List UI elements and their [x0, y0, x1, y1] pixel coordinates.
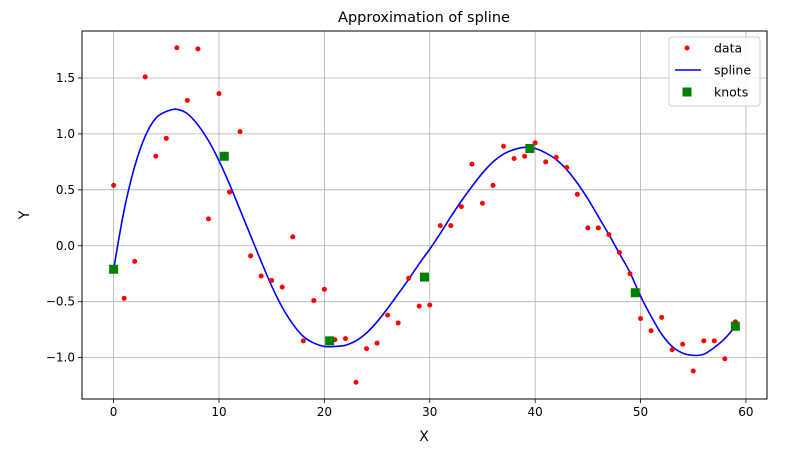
x-tick-label: 40 [528, 405, 543, 419]
data-point [416, 303, 422, 309]
y-tick-label: 1.5 [56, 71, 75, 85]
y-tick-label: 0.5 [56, 183, 75, 197]
grid [82, 31, 767, 399]
legend-knots-swatch [682, 87, 692, 97]
data-point [606, 232, 612, 238]
data-point [385, 312, 391, 318]
data-point [522, 153, 528, 159]
data-point [237, 129, 243, 135]
data-point [279, 284, 285, 290]
data-point [216, 91, 222, 97]
data-point [585, 225, 591, 231]
data-point [490, 182, 496, 188]
data-point [680, 341, 686, 347]
data-point [163, 135, 169, 141]
data-point [132, 258, 138, 264]
data-point [300, 338, 306, 344]
data-point [553, 154, 559, 160]
data-point [458, 204, 464, 210]
data-point [342, 336, 348, 342]
data-point [227, 189, 233, 195]
data-point [205, 216, 211, 222]
data-point [258, 273, 264, 279]
data-point [616, 249, 622, 255]
data-point [269, 277, 275, 283]
data-point [638, 315, 644, 321]
data-point [395, 320, 401, 326]
data-point [195, 46, 201, 52]
y-axis-label: Y [17, 210, 33, 220]
plot-area [109, 45, 740, 385]
axes-frame [81, 30, 768, 400]
data-point [437, 223, 443, 229]
data-point [701, 338, 707, 344]
data-point [121, 295, 127, 301]
x-tick-label: 60 [738, 405, 753, 419]
y-tick-label: −0.5 [46, 295, 75, 309]
ticks: 0 10 20 30 40 50 60 −1.0 −0.5 0.0 0.5 1.0 1.5 [46, 71, 754, 419]
data-point [627, 271, 633, 277]
data-point [711, 338, 717, 344]
knot-marker [730, 321, 740, 331]
knot-marker [525, 143, 535, 153]
data-point [142, 74, 148, 80]
data-point [427, 302, 433, 308]
data-point [290, 234, 296, 240]
data-point [311, 298, 317, 304]
data-point [153, 153, 159, 159]
y-tick-label: 0.0 [56, 239, 75, 253]
data-point [722, 356, 728, 362]
knot-marker [630, 288, 640, 298]
y-tick-label: −1.0 [46, 351, 75, 365]
data-point [564, 164, 570, 170]
legend-label: spline [714, 63, 751, 78]
data-point [469, 161, 475, 167]
legend-data-swatch [684, 45, 690, 51]
data-point [364, 346, 370, 352]
data-point [174, 45, 180, 51]
data-point [321, 286, 327, 292]
data-point [111, 182, 117, 188]
x-tick-label: 10 [211, 405, 226, 419]
data-point [479, 200, 485, 206]
data-point [501, 143, 507, 149]
data-point [669, 347, 675, 353]
x-tick-label: 50 [633, 405, 648, 419]
data-point [184, 97, 190, 103]
x-tick-label: 20 [317, 405, 332, 419]
chart-title: Approximation of spline [338, 10, 510, 26]
legend-box [668, 36, 761, 107]
data-point [406, 275, 412, 281]
data-point [353, 379, 359, 385]
knot-marker [325, 336, 335, 346]
data-point [448, 223, 454, 229]
data-point [595, 225, 601, 231]
knot-marker [109, 264, 119, 274]
data-point [374, 340, 380, 346]
x-tick-label: 30 [422, 405, 437, 419]
x-axis-label: X [419, 429, 429, 445]
data-point [511, 156, 517, 162]
legend-label: data [714, 41, 742, 56]
x-tick-label: 0 [110, 405, 118, 419]
knot-marker [420, 272, 429, 282]
data-point [659, 314, 665, 320]
legend-label: knots [714, 85, 748, 100]
data-point [574, 191, 580, 197]
y-tick-label: 1.0 [56, 127, 75, 141]
knot-marker [219, 151, 229, 161]
data-point [543, 159, 549, 165]
data-point [648, 328, 654, 334]
legend: data spline knots [668, 36, 761, 107]
data-point [248, 253, 254, 259]
data-point [690, 368, 696, 374]
